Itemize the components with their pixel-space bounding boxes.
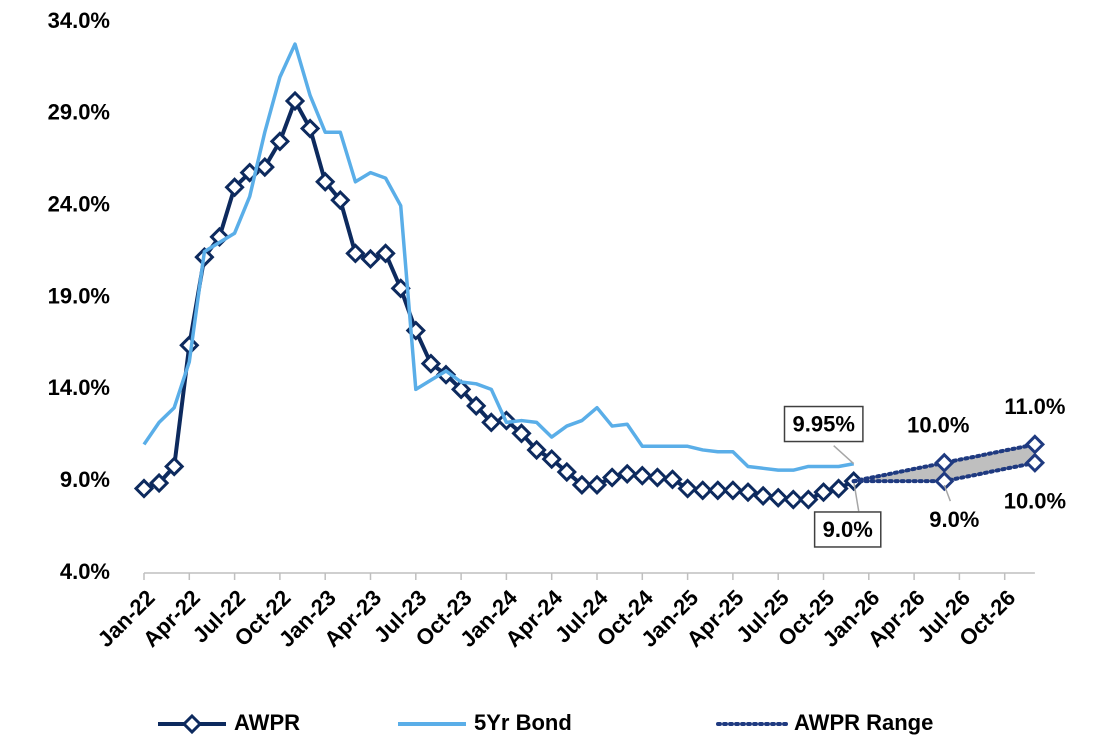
marker xyxy=(330,190,351,211)
marker xyxy=(662,469,683,490)
marker xyxy=(148,472,170,494)
marker xyxy=(617,463,638,484)
marker xyxy=(435,364,457,385)
data-label: 10.0% xyxy=(907,413,969,438)
data-label: 11.0% xyxy=(1004,394,1065,419)
marker xyxy=(541,449,562,470)
marker xyxy=(707,480,728,501)
marker xyxy=(526,439,547,461)
marker xyxy=(556,461,577,483)
marker xyxy=(722,480,744,501)
y-tick-label: 14.0% xyxy=(48,375,110,400)
y-tick-label: 4.0% xyxy=(60,559,110,584)
marker xyxy=(164,456,185,477)
marker xyxy=(1024,452,1046,473)
y-tick-label: 34.0% xyxy=(48,8,110,33)
marker xyxy=(420,353,442,374)
y-tick-label: 24.0% xyxy=(48,191,110,216)
label-box xyxy=(813,511,882,548)
marker xyxy=(586,474,608,495)
marker xyxy=(299,118,321,139)
marker xyxy=(375,243,396,264)
marker xyxy=(647,467,668,488)
marker xyxy=(269,131,291,152)
marker xyxy=(632,465,653,486)
marker xyxy=(768,487,789,508)
marker xyxy=(511,423,532,444)
marker xyxy=(828,478,849,499)
legend-label: AWPR xyxy=(234,710,300,735)
series-line xyxy=(143,98,855,502)
marker xyxy=(360,248,381,270)
marker xyxy=(813,482,834,503)
legend-label: AWPR Range xyxy=(794,710,933,735)
marker xyxy=(133,478,155,499)
label-box xyxy=(783,405,864,443)
marker xyxy=(315,171,336,192)
marker xyxy=(783,489,804,510)
y-tick-label: 19.0% xyxy=(48,283,110,308)
y-tick-label: 29.0% xyxy=(48,100,110,125)
marker xyxy=(1024,434,1046,455)
marker xyxy=(737,482,759,503)
leader-line xyxy=(943,484,952,502)
data-label: 9.0% xyxy=(929,507,979,532)
marker xyxy=(601,467,623,488)
marker xyxy=(677,478,698,499)
marker xyxy=(934,471,955,492)
leader-line xyxy=(833,445,855,465)
series-line xyxy=(142,42,855,472)
marker xyxy=(450,379,472,400)
legend-marker xyxy=(181,713,203,735)
marker xyxy=(466,395,487,416)
data-label: 10.0% xyxy=(1004,489,1066,514)
data-label: 9.0% xyxy=(823,517,873,542)
marker xyxy=(752,485,774,506)
marker xyxy=(798,489,819,510)
y-tick-label: 9.0% xyxy=(60,467,110,492)
marker xyxy=(481,412,502,433)
marker xyxy=(254,156,275,178)
marker xyxy=(571,474,593,495)
marker xyxy=(934,452,955,473)
marker xyxy=(345,243,366,264)
data-label: 9.95% xyxy=(793,412,855,437)
leader-line xyxy=(852,481,860,512)
marker xyxy=(692,480,713,501)
marker xyxy=(224,177,245,198)
marker xyxy=(284,90,306,112)
legend-label: 5Yr Bond xyxy=(474,710,572,735)
